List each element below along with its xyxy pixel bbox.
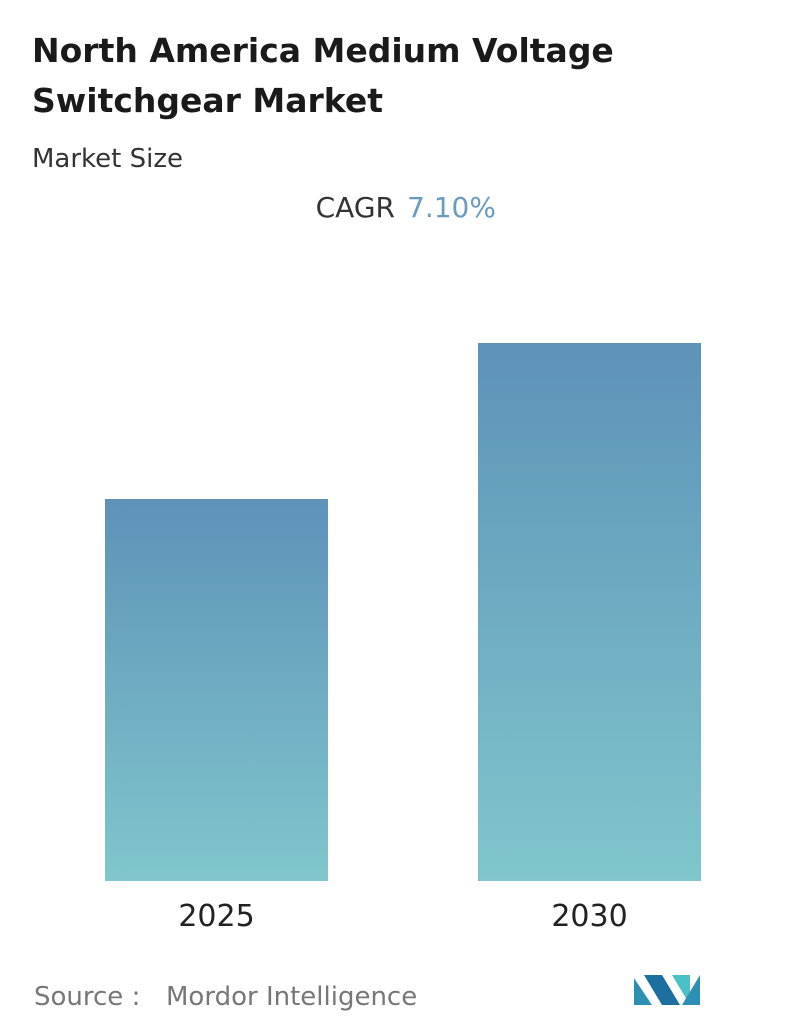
subtitle: Market Size (32, 144, 183, 174)
bar (478, 343, 701, 881)
chart-title: North America Medium Voltage Switchgear M… (32, 31, 614, 120)
cagr-label: CAGR (316, 191, 395, 224)
source-label: Source : (34, 982, 140, 1012)
x-tick-label: 2025 (178, 899, 254, 934)
cagr-value: 7.10% (407, 191, 496, 224)
bar (105, 499, 328, 881)
logo (634, 975, 700, 1005)
source: Mordor Intelligence (166, 982, 417, 1012)
x-tick-label: 2030 (551, 899, 627, 934)
